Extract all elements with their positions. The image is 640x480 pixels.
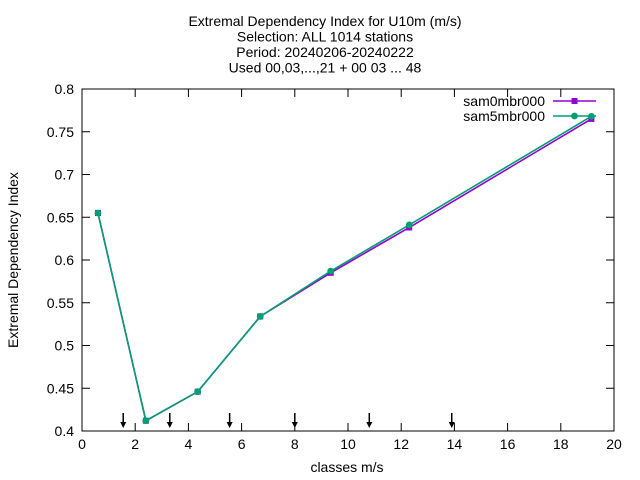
down-arrow-icon <box>448 413 455 428</box>
x-tick-label: 8 <box>291 436 299 452</box>
x-tick-label: 16 <box>500 436 516 452</box>
x-axis-label: classes m/s <box>310 459 383 475</box>
x-tick-label: 10 <box>340 436 356 452</box>
y-tick-label: 0.4 <box>55 423 75 439</box>
y-tick-label: 0.45 <box>47 380 74 396</box>
y-tick-label: 0.6 <box>55 252 75 268</box>
down-arrow-icon <box>291 413 298 428</box>
y-tick-label: 0.75 <box>47 124 74 140</box>
y-tick-label: 0.65 <box>47 209 74 225</box>
x-axis-ticks: 0 2 4 6 8 10 12 14 16 18 20 <box>78 89 622 452</box>
title-line: Extremal Dependency Index for U10m (m/s) <box>188 13 461 29</box>
down-arrow-icon <box>366 413 373 428</box>
x-tick-label: 12 <box>393 436 409 452</box>
x-tick-label: 14 <box>447 436 463 452</box>
legend-label: sam5mbr000 <box>463 108 545 124</box>
data-point <box>194 388 202 396</box>
series-line-sam0mbr000 <box>97 118 592 422</box>
plot-border <box>81 88 615 432</box>
legend-label: sam0mbr000 <box>463 93 545 109</box>
legend-marker <box>571 98 578 104</box>
down-arrow-icon <box>166 413 173 428</box>
down-arrow-icon <box>120 413 127 428</box>
chart-title: Extremal Dependency Index for U10m (m/s)… <box>188 13 461 76</box>
title-line: Selection: ALL 1014 stations <box>237 29 413 45</box>
x-tick-label: 6 <box>238 436 246 452</box>
title-line: Period: 20240206-20240222 <box>236 44 414 60</box>
y-tick-label: 0.55 <box>47 295 74 311</box>
x-tick-label: 18 <box>553 436 569 452</box>
y-tick-label: 0.5 <box>55 338 75 354</box>
x-tick-label: 4 <box>185 436 193 452</box>
legend-marker <box>571 112 578 120</box>
series-line-sam5mbr000 <box>97 115 592 422</box>
y-tick-label: 0.7 <box>55 167 75 183</box>
plot-frame <box>81 88 615 432</box>
x-tick-label: 20 <box>606 436 622 452</box>
x-tick-label: 0 <box>78 436 86 452</box>
title-line: Used 00,03,...,21 + 00 03 ... 48 <box>229 60 422 76</box>
data-point <box>142 417 150 425</box>
y-tick-label: 0.8 <box>55 81 75 97</box>
down-arrow-icon <box>226 413 233 428</box>
data-point <box>327 267 335 275</box>
y-axis-label: Extremal Dependency Index <box>5 172 21 348</box>
series-lines <box>94 112 595 425</box>
data-point <box>256 313 264 320</box>
x-tick-label: 2 <box>131 436 139 452</box>
data-point <box>405 221 413 229</box>
class-arrow-markers <box>120 413 455 428</box>
data-point <box>94 209 102 217</box>
y-axis-ticks: 0.4 0.45 0.5 0.55 0.6 0.65 0.7 0.75 0.8 <box>47 81 614 439</box>
